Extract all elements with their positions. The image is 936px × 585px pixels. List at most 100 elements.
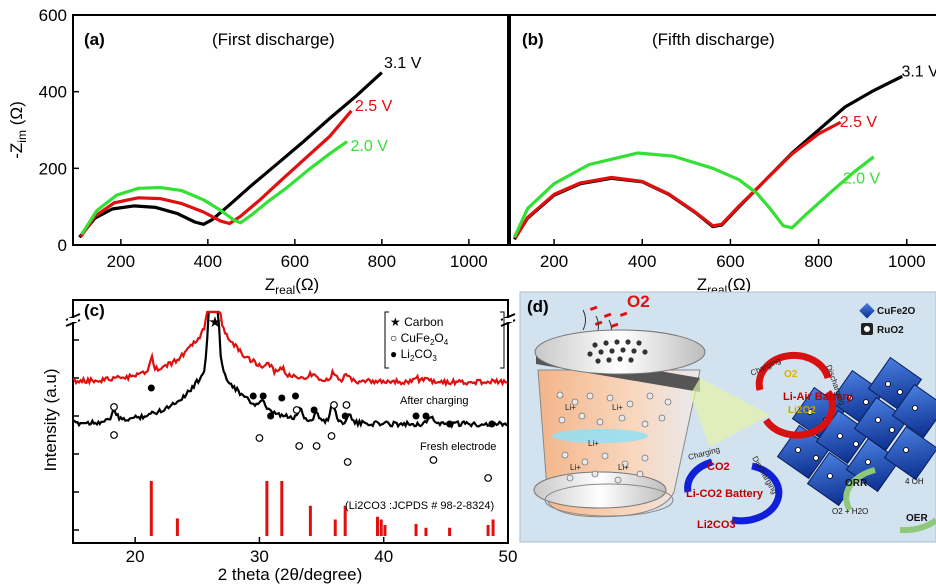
- panel-b-frame: [509, 14, 936, 246]
- panel-b-x-ticks: 200 400 600 800 1000: [540, 239, 926, 271]
- cufe2o4-marker: [327, 432, 336, 440]
- panel-b-x-axis-label: Zreal(Ω): [697, 275, 751, 297]
- panel-b-label: (b): [522, 30, 544, 49]
- legend-cufe2o: CuFe2O: [877, 306, 916, 317]
- panel-c-break-gap-left: [68, 318, 78, 322]
- panel-d-label: (d): [527, 297, 549, 316]
- panel-a-y-ticks: 0 200 400 600: [39, 6, 79, 255]
- li2co3-marker: [291, 392, 299, 400]
- cufe2o4-marker: [342, 401, 351, 409]
- legend-ruo2: RuO2: [877, 325, 904, 336]
- after-charging-label: After charging: [400, 395, 468, 407]
- reference-bar: [424, 527, 428, 536]
- cufe2o4-marker: [110, 431, 118, 439]
- li2co3-label: Li2CO3: [697, 519, 736, 531]
- orr-arrow: [843, 467, 876, 512]
- cufe2o4-marker: [292, 406, 301, 414]
- reference-bar: [448, 527, 452, 536]
- reference-bar: [149, 481, 153, 536]
- fresh-electrode-label: Fresh electrode: [420, 441, 496, 453]
- panel-c-axis-break: [65, 313, 516, 327]
- li-air-label: Li-Air Battery: [783, 391, 854, 403]
- li2co3-marker: [310, 406, 318, 414]
- reference-bar: [333, 519, 337, 536]
- series-label: 2.5 V: [355, 98, 393, 115]
- li2o2-label: Li2O2: [788, 405, 816, 416]
- cufe2o4-marker: [429, 456, 438, 464]
- discharging-arrow-air: [763, 390, 836, 439]
- legend-li2co3: ● Li2CO3: [390, 347, 437, 363]
- x-tick-label: 600: [281, 252, 309, 271]
- x-tick-label: 50: [499, 547, 518, 566]
- svg-text:Li+: Li+: [588, 439, 599, 448]
- panel-a-x-ticks: 200 400 600 800 1000: [107, 239, 488, 271]
- reference-bar: [414, 523, 418, 536]
- charging-arrow-air: [755, 351, 832, 391]
- panel-b-series: [512, 74, 904, 241]
- panel-c-legend: ★ Carbon ○ CuFe2O4 ● Li2CO3: [384, 311, 505, 369]
- panel-a-title: (First discharge): [212, 30, 335, 49]
- li2co3-marker: [147, 384, 155, 392]
- discharging-arrow-co2: [731, 462, 783, 525]
- x-tick-label: 600: [716, 252, 744, 271]
- series-label: 2.0 V: [351, 138, 389, 155]
- series-label: 2.5 V: [840, 114, 878, 131]
- panel-a-y-axis-label: -Zim (Ω): [7, 101, 29, 158]
- panel-b-title: (Fifth discharge): [652, 30, 775, 49]
- legend-cufe2o4: ○ CuFe2O4: [390, 331, 449, 347]
- x-tick-label: 200: [540, 252, 568, 271]
- x-tick-label: 40: [374, 547, 393, 566]
- panel-d: (d) O2: [519, 291, 936, 543]
- reference-bar: [486, 525, 490, 536]
- li-ion-labels: Li+ Li+ Li+ Li+ Li+: [565, 403, 629, 472]
- orr-label: ORR: [845, 478, 868, 489]
- cufe2o4-marker: [110, 403, 118, 411]
- co2-label: CO2: [707, 461, 730, 473]
- x-tick-label: 400: [628, 252, 656, 271]
- reference-bar: [383, 525, 387, 536]
- svg-text:Li+: Li+: [570, 463, 581, 472]
- cell-top-cap: [534, 329, 706, 375]
- panel-a-label: (a): [84, 30, 105, 49]
- li2co3-marker: [446, 420, 454, 428]
- li2co3-marker: [278, 394, 286, 402]
- fresh-electrode-trace: [72, 310, 508, 430]
- y-tick-label: 0: [58, 236, 67, 255]
- cap-holes: [587, 339, 648, 364]
- series-label: 2.0 V: [843, 171, 881, 188]
- panel-c-x-ticks: 20 30 40 50: [126, 537, 518, 566]
- cufe2o4-marker: [330, 401, 338, 409]
- battery-cell: Li+ Li+ Li+ Li+ Li+: [533, 329, 706, 518]
- panel-c-y-axis-label: Intensity (a.u): [41, 369, 60, 472]
- panel-a-series: [78, 71, 383, 239]
- ion-spheres: [556, 391, 672, 484]
- series-2-0-vline: [512, 151, 875, 238]
- li2co3-marker: [267, 412, 275, 420]
- panel-c-peak-markers: [110, 384, 496, 482]
- cell-bottom-cap: [533, 471, 667, 509]
- reference-bar: [343, 505, 347, 536]
- panel-c-x-axis-label: 2 theta (2θ/degree): [218, 565, 363, 584]
- panel-c-reference-bars: [149, 481, 495, 536]
- li2co3-marker: [259, 392, 267, 400]
- cufe2o4-marker: [312, 442, 321, 450]
- x-tick-label: 800: [368, 252, 396, 271]
- li2co3-marker: [341, 412, 349, 420]
- o2-small-label: O2: [784, 369, 798, 380]
- series-2-5-vline: [79, 109, 353, 238]
- o2-h2o-label: O2 + H2O: [832, 507, 868, 516]
- orr-oer: ORR OER 4 OH O2 + H2O: [832, 467, 936, 534]
- li2co3-marker: [422, 412, 430, 420]
- reference-bar: [280, 481, 284, 536]
- four-oh-label: 4 OH: [905, 477, 924, 486]
- svg-text:Li+: Li+: [565, 403, 576, 412]
- reference-bar: [265, 481, 269, 536]
- reference-label: (Li2CO3 :JCPDS # 98-2-8324): [345, 500, 494, 512]
- x-tick-label: 1000: [450, 252, 488, 271]
- series-3-1-vline: [513, 74, 904, 241]
- cell-bottom-ring: [544, 483, 674, 517]
- cufe2o4-icon: [859, 302, 875, 319]
- legend-brackets: [384, 311, 505, 369]
- panel-b: (b) (Fifth discharge) 200 400 600 800 1000 3…: [509, 14, 936, 271]
